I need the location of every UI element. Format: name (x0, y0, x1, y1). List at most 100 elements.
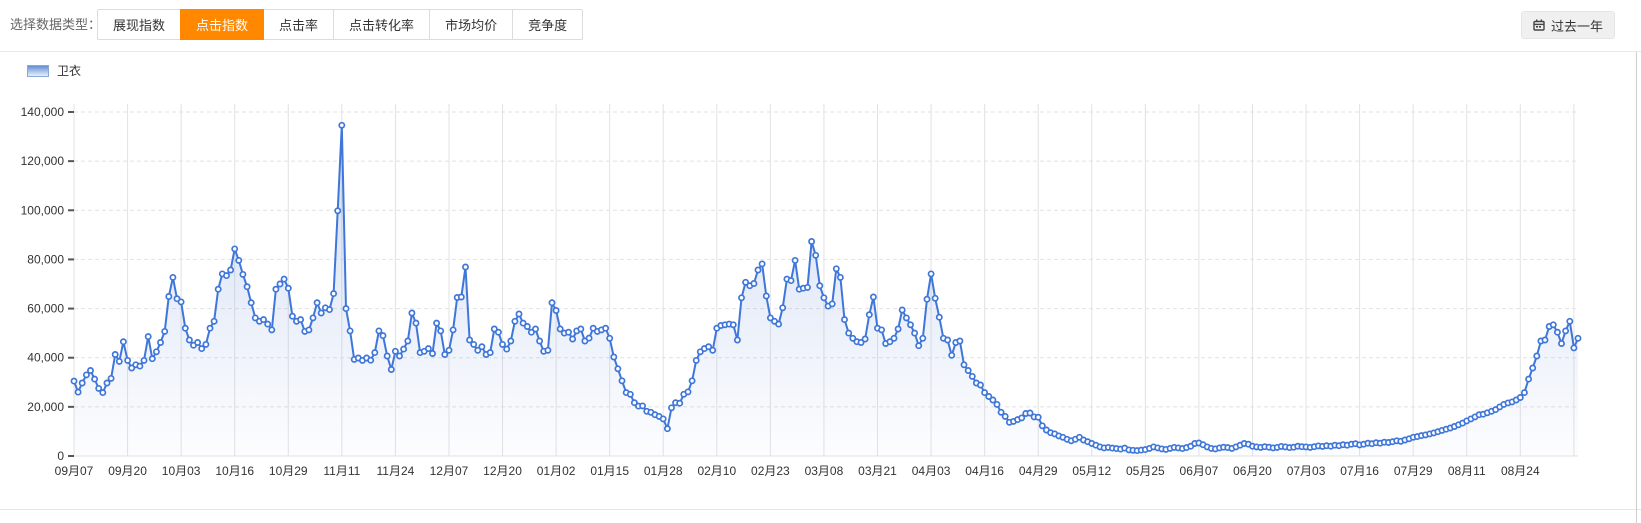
data-point[interactable] (688, 377, 696, 385)
data-point[interactable] (556, 325, 564, 333)
data-point[interactable] (659, 415, 667, 423)
data-point[interactable] (886, 338, 894, 346)
data-point[interactable] (478, 343, 486, 351)
data-point[interactable] (231, 245, 239, 253)
data-point[interactable] (239, 270, 247, 278)
data-point[interactable] (499, 340, 506, 348)
data-point[interactable] (993, 400, 1001, 408)
data-point[interactable] (474, 346, 482, 354)
data-point[interactable] (115, 357, 123, 365)
data-point[interactable] (738, 294, 745, 302)
data-point[interactable] (391, 347, 399, 355)
data-point[interactable] (614, 365, 622, 373)
data-point[interactable] (210, 317, 218, 325)
data-point[interactable] (441, 351, 449, 358)
data-point[interactable] (1533, 352, 1541, 360)
data-point[interactable] (305, 326, 313, 334)
data-point[interactable] (235, 256, 243, 264)
data-point[interactable] (1001, 412, 1009, 420)
data-point[interactable] (136, 362, 144, 370)
data-point[interactable] (87, 367, 94, 374)
data-point[interactable] (214, 285, 222, 293)
data-point[interactable] (486, 349, 494, 357)
tab-click-index[interactable]: 点击指数 (180, 9, 265, 40)
data-point[interactable] (869, 293, 877, 301)
data-point[interactable] (849, 334, 857, 342)
data-point[interactable] (754, 266, 762, 274)
data-point[interactable] (865, 311, 873, 319)
data-point[interactable] (268, 326, 276, 334)
data-point[interactable] (676, 399, 684, 407)
data-point[interactable] (157, 339, 164, 346)
data-point[interactable] (272, 285, 280, 293)
data-point[interactable] (808, 238, 816, 245)
data-point[interactable] (367, 356, 375, 364)
data-point[interactable] (977, 381, 984, 389)
data-point[interactable] (375, 327, 383, 335)
data-point[interactable] (95, 384, 103, 392)
data-point[interactable] (602, 324, 610, 332)
data-point[interactable] (165, 293, 173, 300)
data-point[interactable] (565, 328, 572, 336)
data-point[interactable] (705, 343, 713, 351)
data-point[interactable] (1026, 409, 1034, 417)
data-point[interactable] (828, 300, 836, 308)
data-point[interactable] (507, 337, 515, 345)
data-point[interactable] (313, 299, 321, 307)
tab-click-rate[interactable]: 点击率 (263, 9, 335, 40)
data-point[interactable] (424, 345, 432, 353)
data-point[interactable] (1570, 344, 1578, 352)
data-point[interactable] (202, 340, 210, 348)
data-point[interactable] (898, 306, 906, 314)
data-point[interactable] (503, 345, 511, 353)
data-point[interactable] (902, 314, 910, 322)
legend-series-label[interactable]: 卫衣 (57, 64, 82, 78)
data-point[interactable] (1574, 334, 1582, 342)
data-point[interactable] (400, 345, 408, 353)
data-point[interactable] (462, 263, 469, 271)
data-point[interactable] (569, 335, 577, 343)
tab-click-conversion-rate[interactable]: 点击转化率 (333, 9, 431, 40)
data-point[interactable] (412, 319, 420, 327)
data-point[interactable] (948, 351, 956, 359)
data-point[interactable] (185, 336, 193, 344)
data-point[interactable] (832, 265, 840, 273)
data-point[interactable] (342, 305, 350, 313)
data-point[interactable] (878, 326, 886, 334)
data-point[interactable] (284, 284, 292, 292)
data-point[interactable] (985, 393, 993, 400)
data-point[interactable] (1553, 328, 1561, 336)
tab-competition[interactable]: 竞争度 (512, 9, 584, 40)
data-point[interactable] (626, 390, 634, 398)
data-point[interactable] (742, 278, 750, 286)
data-point[interactable] (1558, 340, 1565, 347)
data-point[interactable] (1566, 317, 1574, 325)
data-point[interactable] (223, 272, 230, 280)
data-point[interactable] (227, 266, 235, 274)
tab-impression-index[interactable]: 展现指数 (97, 9, 182, 40)
data-point[interactable] (923, 295, 931, 303)
data-point[interactable] (437, 327, 445, 335)
data-point[interactable] (148, 355, 156, 363)
data-point[interactable] (466, 336, 474, 344)
data-point[interactable] (944, 336, 952, 344)
data-point[interactable] (536, 337, 544, 345)
data-point[interactable] (981, 389, 989, 397)
data-point[interactable] (820, 294, 828, 302)
data-point[interactable] (433, 319, 441, 327)
data-point[interactable] (494, 328, 502, 336)
data-point[interactable] (894, 325, 902, 333)
data-point[interactable] (470, 340, 478, 348)
data-point[interactable] (519, 319, 527, 327)
data-point[interactable] (692, 356, 700, 364)
data-point[interactable] (251, 314, 259, 322)
data-point[interactable] (544, 346, 552, 354)
date-range-button[interactable]: 过去一年 (1520, 11, 1615, 39)
data-point[interactable] (177, 298, 185, 306)
data-point[interactable] (70, 377, 78, 385)
data-point[interactable] (1549, 321, 1557, 329)
tab-market-average-price[interactable]: 市场均价 (429, 9, 514, 40)
data-point[interactable] (919, 334, 927, 342)
data-point[interactable] (585, 334, 593, 342)
data-point[interactable] (288, 312, 296, 320)
